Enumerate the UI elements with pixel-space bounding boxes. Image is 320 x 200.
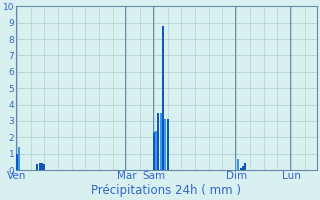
X-axis label: Précipitations 24h ( mm ): Précipitations 24h ( mm ) — [92, 184, 242, 197]
Bar — [164, 119, 166, 170]
Bar — [242, 166, 244, 170]
Bar — [157, 113, 159, 170]
Bar — [166, 119, 169, 170]
Bar — [153, 132, 155, 170]
Bar — [39, 163, 41, 170]
Bar — [16, 154, 18, 170]
Bar — [155, 131, 157, 170]
Bar — [237, 159, 239, 170]
Bar — [18, 147, 20, 170]
Bar — [41, 163, 43, 170]
Bar — [162, 26, 164, 170]
Bar — [43, 164, 45, 170]
Bar — [36, 164, 38, 170]
Bar — [244, 163, 246, 170]
Bar — [160, 113, 162, 170]
Bar — [240, 168, 242, 170]
